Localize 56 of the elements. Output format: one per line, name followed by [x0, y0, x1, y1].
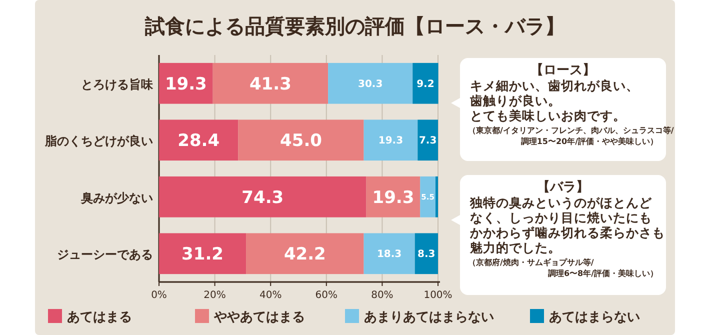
bar [418, 120, 438, 161]
bar [435, 176, 438, 218]
bar [364, 233, 415, 274]
data-label: 19.3 [372, 188, 414, 208]
legend-label: あてはまる [67, 310, 132, 325]
data-label: 18.3 [376, 249, 402, 260]
data-label: 41.3 [249, 74, 292, 94]
bar [414, 233, 438, 274]
text: なく、しっかり目に焼いたにも [470, 210, 652, 225]
text: 歯触りが良い。 [469, 93, 561, 108]
data-label: 74.3 [242, 188, 284, 208]
data-label: 28.4 [178, 131, 220, 152]
bar [412, 62, 438, 104]
legend-label: あまりあてはまらない [364, 310, 494, 325]
data-label: 19.3 [164, 74, 207, 94]
text: 【バラ】 [537, 179, 589, 195]
data-label: 42.2 [284, 244, 326, 265]
text: キメ細かい、歯切れが良い、 [470, 78, 639, 93]
x-tick-label: 40% [259, 290, 282, 301]
text: 調理15〜20年/評価・やや美味しい） [520, 136, 658, 146]
legend-label: あてはまらない [549, 310, 640, 325]
y-tick-label: ジューシーである [57, 248, 153, 262]
x-tick-label: 0% [151, 290, 167, 301]
y-tick-label: とろける旨味 [81, 77, 154, 92]
bar [328, 62, 413, 104]
y-tick-label: 脂のくちどけが良い [44, 134, 153, 148]
x-tick-label: 60% [315, 290, 338, 301]
text: 調理6〜8年/評価・美味しい） [548, 268, 658, 278]
y-tick-label: 臭みが少ない [80, 190, 153, 205]
data-label: 19.3 [378, 136, 404, 147]
data-label: 8.3 [418, 249, 436, 260]
bar [159, 233, 246, 274]
text: 【ロース】 [530, 62, 596, 78]
text: （京都府/焼肉・サムギョプサル等/ [468, 257, 594, 267]
bar [364, 120, 418, 161]
text: 独特の臭みというのがほとんど [469, 195, 653, 210]
x-tick-label: 80% [371, 290, 394, 301]
legend-label: ややあてはまる [213, 310, 305, 325]
bar [159, 120, 238, 161]
text: 魅力的でした。 [469, 240, 561, 255]
data-label: 30.3 [358, 78, 383, 90]
bar [159, 176, 366, 218]
data-label: 7.3 [418, 136, 437, 147]
text: （東京都/イタリアン・フレンチ、肉バル、シュラスコ等/ [468, 126, 674, 135]
bar [238, 120, 364, 161]
x-tick-label: 20% [204, 290, 226, 301]
data-label: 45.0 [280, 131, 322, 152]
data-label: 9.2 [416, 78, 434, 90]
chart-title: 試食による品質要素別の評価【ロース・バラ】 [144, 14, 565, 38]
bar [420, 176, 436, 218]
bar [246, 233, 364, 274]
data-label: 31.2 [182, 244, 224, 265]
text: とても美味しいお肉です。 [470, 108, 626, 123]
x-tick-label: 100% [424, 290, 452, 301]
text: かかわらず噛み切れる柔らかさも [469, 225, 665, 240]
bar [212, 62, 328, 104]
